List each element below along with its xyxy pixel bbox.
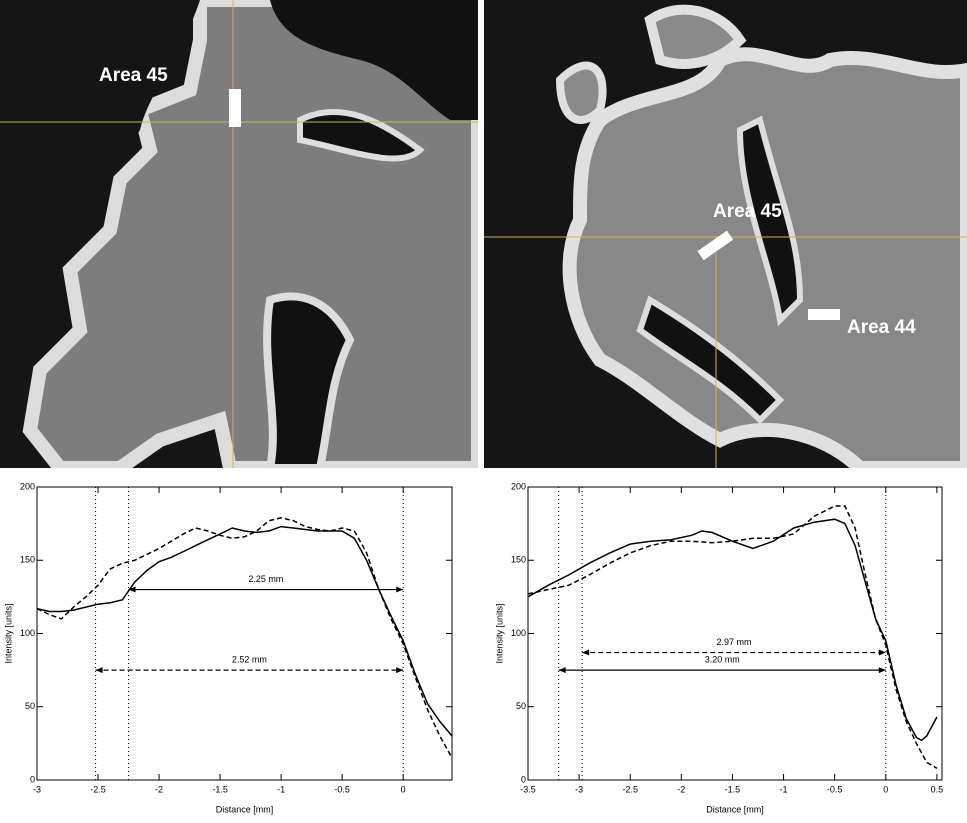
y-axis-label: Intensity [units]	[3, 603, 13, 663]
x-axis-label: Distance [mm]	[706, 804, 764, 814]
x-tick-label: -2.5	[622, 784, 638, 794]
arrow-head	[128, 586, 136, 593]
x-tick-label: -0.5	[827, 784, 843, 794]
arrow-head	[878, 667, 886, 674]
x-axis-label: Distance [mm]	[216, 804, 274, 814]
x-tick-label: -1	[780, 784, 788, 794]
arrow-head	[95, 667, 103, 674]
mri-image-right: Area 45 Area 44	[484, 0, 967, 468]
measure-label: 2.52 mm	[232, 655, 267, 665]
y-tick-label: 200	[20, 481, 35, 491]
x-tick-label: -2	[677, 784, 685, 794]
x-tick-label: -3.5	[520, 784, 536, 794]
mri-image-left: Area 45	[0, 0, 478, 468]
x-tick-label: -3	[575, 784, 583, 794]
x-tick-label: -1.5	[725, 784, 741, 794]
arrow-head	[396, 667, 404, 674]
measure-label: 3.20 mm	[705, 655, 740, 665]
y-tick-label: 50	[25, 701, 35, 711]
y-tick-label: 100	[511, 628, 526, 638]
series-line	[527, 505, 938, 769]
series-line	[36, 517, 453, 759]
area-label: Area 45	[99, 65, 168, 86]
x-tick-label: 0	[401, 784, 406, 794]
arrow-head	[558, 667, 566, 674]
arrow-head	[878, 649, 886, 656]
y-tick-label: 0	[30, 774, 35, 784]
series-line	[36, 525, 453, 737]
x-tick-label: -1.5	[212, 784, 228, 794]
measure-label: 2.25 mm	[248, 574, 283, 584]
y-tick-label: 200	[511, 481, 526, 491]
x-tick-label: 0.5	[931, 784, 944, 794]
x-tick-label: 0	[883, 784, 888, 794]
series-line	[527, 518, 938, 742]
arrow-head	[582, 649, 590, 656]
y-tick-label: 100	[20, 628, 35, 638]
area-label: Area 44	[847, 317, 916, 338]
x-tick-label: -0.5	[334, 784, 350, 794]
y-tick-label: 150	[20, 555, 35, 565]
x-tick-label: -3	[33, 784, 41, 794]
y-tick-label: 50	[516, 701, 526, 711]
x-tick-label: -2.5	[90, 784, 106, 794]
y-axis-label: Intensity [units]	[494, 603, 504, 663]
plot-frame	[527, 486, 943, 781]
arrow-head	[396, 586, 404, 593]
x-tick-label: -1	[277, 784, 285, 794]
area-label: Area 45	[713, 201, 782, 222]
y-tick-label: 0	[521, 774, 526, 784]
x-tick-label: -2	[155, 784, 163, 794]
measure-label: 2.97 mm	[716, 637, 751, 647]
y-tick-label: 150	[511, 555, 526, 565]
